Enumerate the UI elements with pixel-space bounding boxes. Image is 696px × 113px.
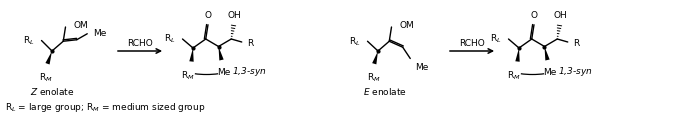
Text: R: R [247,38,253,47]
Text: RCHO: RCHO [127,38,153,47]
Text: R$_L$: R$_L$ [23,34,35,46]
Polygon shape [515,49,520,62]
Text: O: O [205,11,212,20]
Text: R$_L$ = large group; R$_M$ = medium sized group: R$_L$ = large group; R$_M$ = medium size… [5,101,205,113]
Text: OH: OH [228,11,242,20]
Text: R$_M$: R$_M$ [507,69,521,81]
Text: R: R [573,38,579,47]
Text: R$_M$: R$_M$ [367,71,381,84]
Text: RCHO: RCHO [459,38,485,47]
Polygon shape [219,47,223,61]
Text: $Z$ enolate: $Z$ enolate [30,86,74,97]
Polygon shape [544,47,550,61]
Polygon shape [372,52,378,65]
Text: R$_L$: R$_L$ [164,32,175,45]
Text: R$_L$: R$_L$ [349,35,361,47]
Polygon shape [45,52,52,65]
Text: R$_M$: R$_M$ [181,69,194,81]
Text: Me: Me [416,63,429,72]
Text: Me: Me [93,29,106,38]
Text: O: O [530,11,537,20]
Text: $E$ enolate: $E$ enolate [363,86,407,97]
Text: 1,3-$syn$: 1,3-$syn$ [558,64,593,77]
Text: R$_M$: R$_M$ [39,71,52,84]
Polygon shape [189,49,193,62]
Text: Me: Me [543,67,556,76]
Text: OH: OH [553,11,567,20]
Text: Me: Me [217,67,230,76]
Text: 1,3-$syn$: 1,3-$syn$ [232,64,267,77]
Text: OM: OM [74,21,88,30]
Text: R$_L$: R$_L$ [490,32,502,45]
Text: OM: OM [400,21,414,30]
